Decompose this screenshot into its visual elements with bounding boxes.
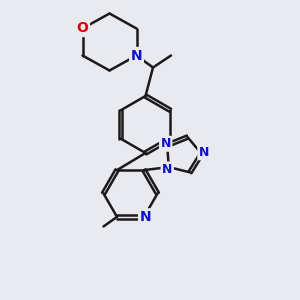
Text: N: N [131,49,142,62]
Text: N: N [199,146,209,159]
Text: O: O [76,22,88,35]
Text: N: N [160,137,171,150]
Text: N: N [162,163,172,176]
Text: N: N [140,210,151,224]
